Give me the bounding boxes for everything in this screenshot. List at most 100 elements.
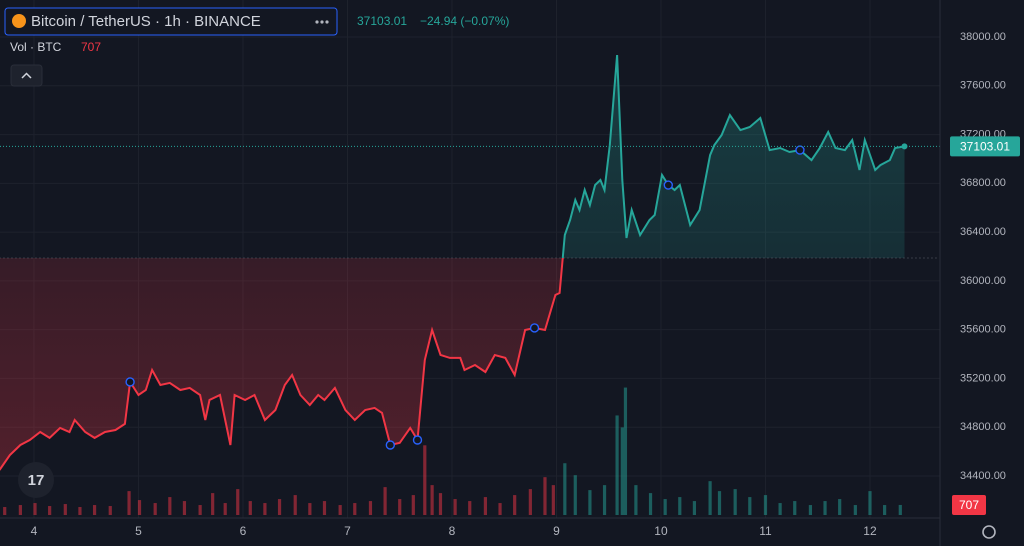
event-marker — [663, 180, 673, 190]
volume-bar — [3, 507, 7, 515]
volume-bar — [823, 501, 827, 515]
volume-bar — [563, 463, 567, 515]
symbol-box[interactable] — [4, 7, 338, 36]
volume-bar — [678, 497, 682, 515]
volume-bar — [733, 489, 737, 515]
x-tick-label: 5 — [135, 524, 142, 538]
volume-bar — [236, 489, 240, 515]
volume-bar — [620, 427, 624, 515]
volume-bar — [838, 499, 842, 515]
volume-bar — [528, 489, 532, 515]
volume-bar — [634, 485, 638, 515]
volume-bar — [223, 503, 227, 515]
event-marker — [385, 440, 396, 450]
volume-bar — [708, 481, 712, 515]
event-marker — [795, 145, 805, 155]
price-tag — [950, 136, 1020, 157]
plot — [0, 55, 940, 471]
volume-bar — [78, 507, 82, 515]
volume-bar — [137, 500, 142, 515]
volume-tag-label: 707 — [959, 498, 979, 512]
volume-bars — [3, 387, 902, 515]
volume-bar — [513, 495, 517, 515]
volume-bar — [663, 499, 667, 515]
settings-icon[interactable] — [982, 525, 996, 539]
coin-icon — [12, 14, 26, 28]
volume-bar — [411, 495, 415, 515]
volume-bar — [153, 503, 157, 515]
volume-bar — [717, 491, 722, 515]
volume-bar — [498, 503, 502, 515]
volume-bar — [883, 505, 887, 515]
price-change: −24.94 (−0.07%) — [420, 14, 509, 28]
header: Bitcoin / TetherUS · 1h · BINANCE 37103.… — [4, 7, 996, 539]
last-price: 37103.01 — [357, 14, 407, 28]
x-tick-label: 4 — [31, 524, 38, 538]
volume-bar — [793, 501, 797, 515]
event-marker — [125, 377, 135, 387]
volume-bar — [868, 491, 872, 515]
y-tick-label: 35600.00 — [960, 324, 1006, 336]
volume-bar — [277, 499, 282, 515]
volume-bar — [63, 504, 67, 515]
volume-bar — [692, 501, 697, 515]
price-line-up — [561, 55, 905, 258]
volume-bar — [182, 501, 187, 515]
volume-last: 707 — [81, 40, 101, 54]
volume-bar — [430, 485, 434, 515]
volume-bar — [543, 477, 547, 515]
x-tick-label: 12 — [863, 524, 877, 538]
volume-bar — [468, 501, 472, 515]
volume-bar — [623, 387, 628, 515]
volume-bar — [483, 497, 488, 515]
y-tick-label: 36000.00 — [960, 275, 1006, 287]
x-tick-label: 9 — [553, 524, 560, 538]
price-tag-label: 37103.01 — [960, 140, 1010, 154]
volume-bar — [48, 506, 52, 515]
volume-bar — [551, 485, 555, 515]
volume-bar — [648, 493, 653, 515]
volume-bar — [763, 495, 768, 515]
more-button[interactable] — [315, 20, 329, 24]
event-marker — [412, 435, 423, 445]
y-tick-label: 38000.00 — [960, 31, 1006, 43]
volume-bar — [308, 503, 312, 515]
volume-bar — [293, 495, 297, 515]
collapse-button[interactable] — [10, 64, 43, 87]
volume-bar — [211, 493, 215, 515]
volume-tag — [952, 494, 986, 515]
y-tick-label: 37600.00 — [960, 80, 1006, 92]
volume-bar — [368, 501, 373, 515]
volume-bar — [778, 503, 782, 515]
volume-bar — [808, 505, 813, 515]
event-marker — [529, 323, 540, 333]
volume-bar — [263, 503, 267, 515]
volume-bar — [853, 505, 857, 515]
x-tick-label: 6 — [240, 524, 247, 538]
volume-bar — [588, 490, 592, 515]
price-line-down — [0, 257, 564, 471]
volume-bar — [423, 445, 427, 515]
volume-bar — [92, 505, 97, 515]
x-tick-label: 11 — [759, 524, 772, 538]
volume-title: Vol · BTC — [10, 40, 62, 54]
tv-logo: 17 — [18, 462, 54, 498]
volume-bar — [383, 487, 387, 515]
axes: 34400.00 34800.00 35200.00 35600.00 36000.00… — [31, 31, 1020, 538]
last-point — [901, 143, 908, 150]
x-tick-label: 10 — [654, 524, 668, 538]
volume-bar — [33, 503, 37, 515]
y-tick-label: 36400.00 — [960, 226, 1006, 238]
volume-bar — [573, 475, 577, 515]
chevron-icon — [21, 72, 32, 79]
y-tick-label: 35200.00 — [960, 372, 1006, 384]
volume-bar — [438, 493, 443, 515]
volume-bar — [168, 497, 172, 515]
volume-bar — [398, 499, 402, 515]
area-up — [562, 55, 905, 258]
volume-bar — [18, 505, 22, 515]
symbol-title: Bitcoin / TetherUS · 1h · BINANCE — [31, 13, 261, 30]
svg-text:17: 17 — [28, 472, 45, 489]
volume-bar — [127, 491, 131, 515]
volume-bar — [108, 506, 112, 515]
